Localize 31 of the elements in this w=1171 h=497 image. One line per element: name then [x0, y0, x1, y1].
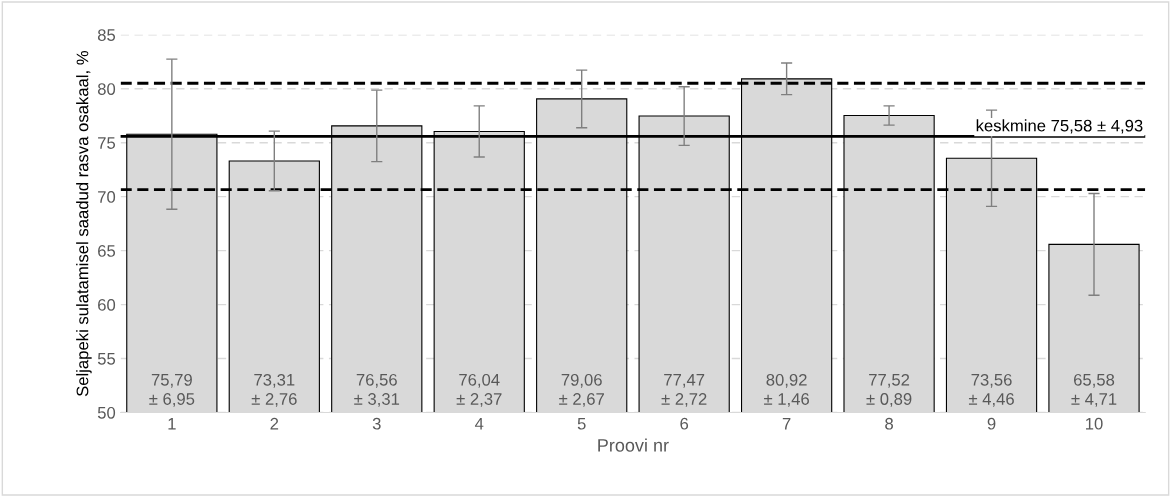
- x-tick-label: 1: [168, 417, 176, 430]
- x-tick-label: 2: [270, 417, 279, 430]
- x-axis-title: Proovi nr: [598, 438, 669, 452]
- x-tick-label: 9: [987, 417, 996, 430]
- y-tick-label: 85: [97, 29, 116, 41]
- y-tick-label: 75: [98, 137, 116, 149]
- x-tick-label: 6: [680, 417, 689, 430]
- data-label: 73,31 ± 2,76: [251, 373, 297, 407]
- x-tick-label: 5: [577, 417, 586, 430]
- y-tick-label: 65: [98, 245, 116, 257]
- y-tick-label: 80: [97, 83, 116, 95]
- data-label: 80,92 ± 1,46: [764, 373, 809, 407]
- ref-line-label: keskmine 75,58 ± 4,93: [976, 119, 1143, 134]
- data-label: 75,79 ± 6,95: [149, 373, 195, 407]
- y-tick-label: 60: [98, 298, 116, 311]
- data-label: 76,56 ± 3,31: [354, 373, 400, 407]
- data-label: 79,06 ± 2,67: [559, 373, 604, 407]
- x-tick-label: 10: [1086, 417, 1103, 430]
- data-label: 65,58 ± 4,71: [1071, 373, 1117, 407]
- x-tick-label: 7: [782, 417, 791, 430]
- y-tick-label: 50: [97, 406, 116, 419]
- data-label: 76,04 ± 2,37: [456, 373, 502, 407]
- y-tick-label: 55: [97, 353, 116, 365]
- x-tick-label: 4: [474, 417, 484, 430]
- data-label: 73,56 ± 4,46: [968, 373, 1014, 407]
- x-tick-label: 8: [885, 417, 893, 430]
- x-tick-label: 3: [372, 417, 381, 430]
- data-label: 77,52 ± 0,89: [866, 373, 912, 407]
- y-tick-label: 70: [98, 191, 116, 203]
- data-label: 77,47 ± 2,72: [661, 374, 707, 407]
- y-axis-title: Seljapeki sulatamisel saadud rasva osakaal, %: [76, 50, 92, 397]
